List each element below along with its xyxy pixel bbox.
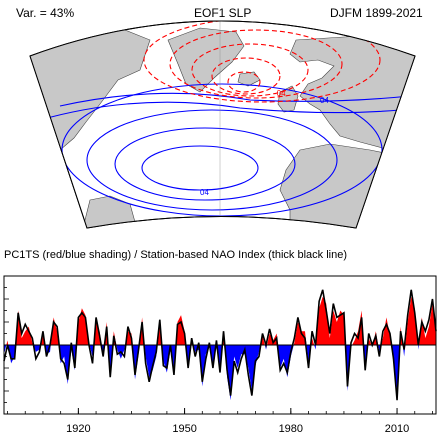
x-tick-label: 1980 — [279, 423, 303, 435]
pc1-positive-shading — [4, 296, 436, 345]
negative-contours — [143, 21, 381, 103]
contour-label: -04 — [274, 89, 286, 98]
station-nao-index-line — [3, 289, 437, 401]
british-isles-land — [277, 85, 299, 113]
contour-label: 04 — [200, 188, 209, 197]
iceland-land — [237, 71, 261, 87]
x-tick-label: 1920 — [66, 423, 90, 435]
africa-land — [279, 143, 415, 228]
positive-contours — [39, 83, 411, 217]
x-tick-label: 2010 — [385, 423, 409, 435]
europe-land — [289, 35, 415, 151]
map-title: EOF1 SLP — [194, 6, 252, 20]
nao-timeseries-chart: 1920 1950 1980 2010 — [3, 275, 437, 435]
contour-label: 04 — [320, 96, 329, 105]
timeseries-title: PC1TS (red/blue shading) / Station-based… — [4, 249, 347, 261]
period-label: DJFM 1899-2021 — [330, 6, 423, 20]
variance-label: Var. = 43% — [16, 6, 75, 20]
x-tick-label: 1950 — [172, 423, 196, 435]
slp-eof-map: 04 04 -04 — [29, 20, 416, 229]
